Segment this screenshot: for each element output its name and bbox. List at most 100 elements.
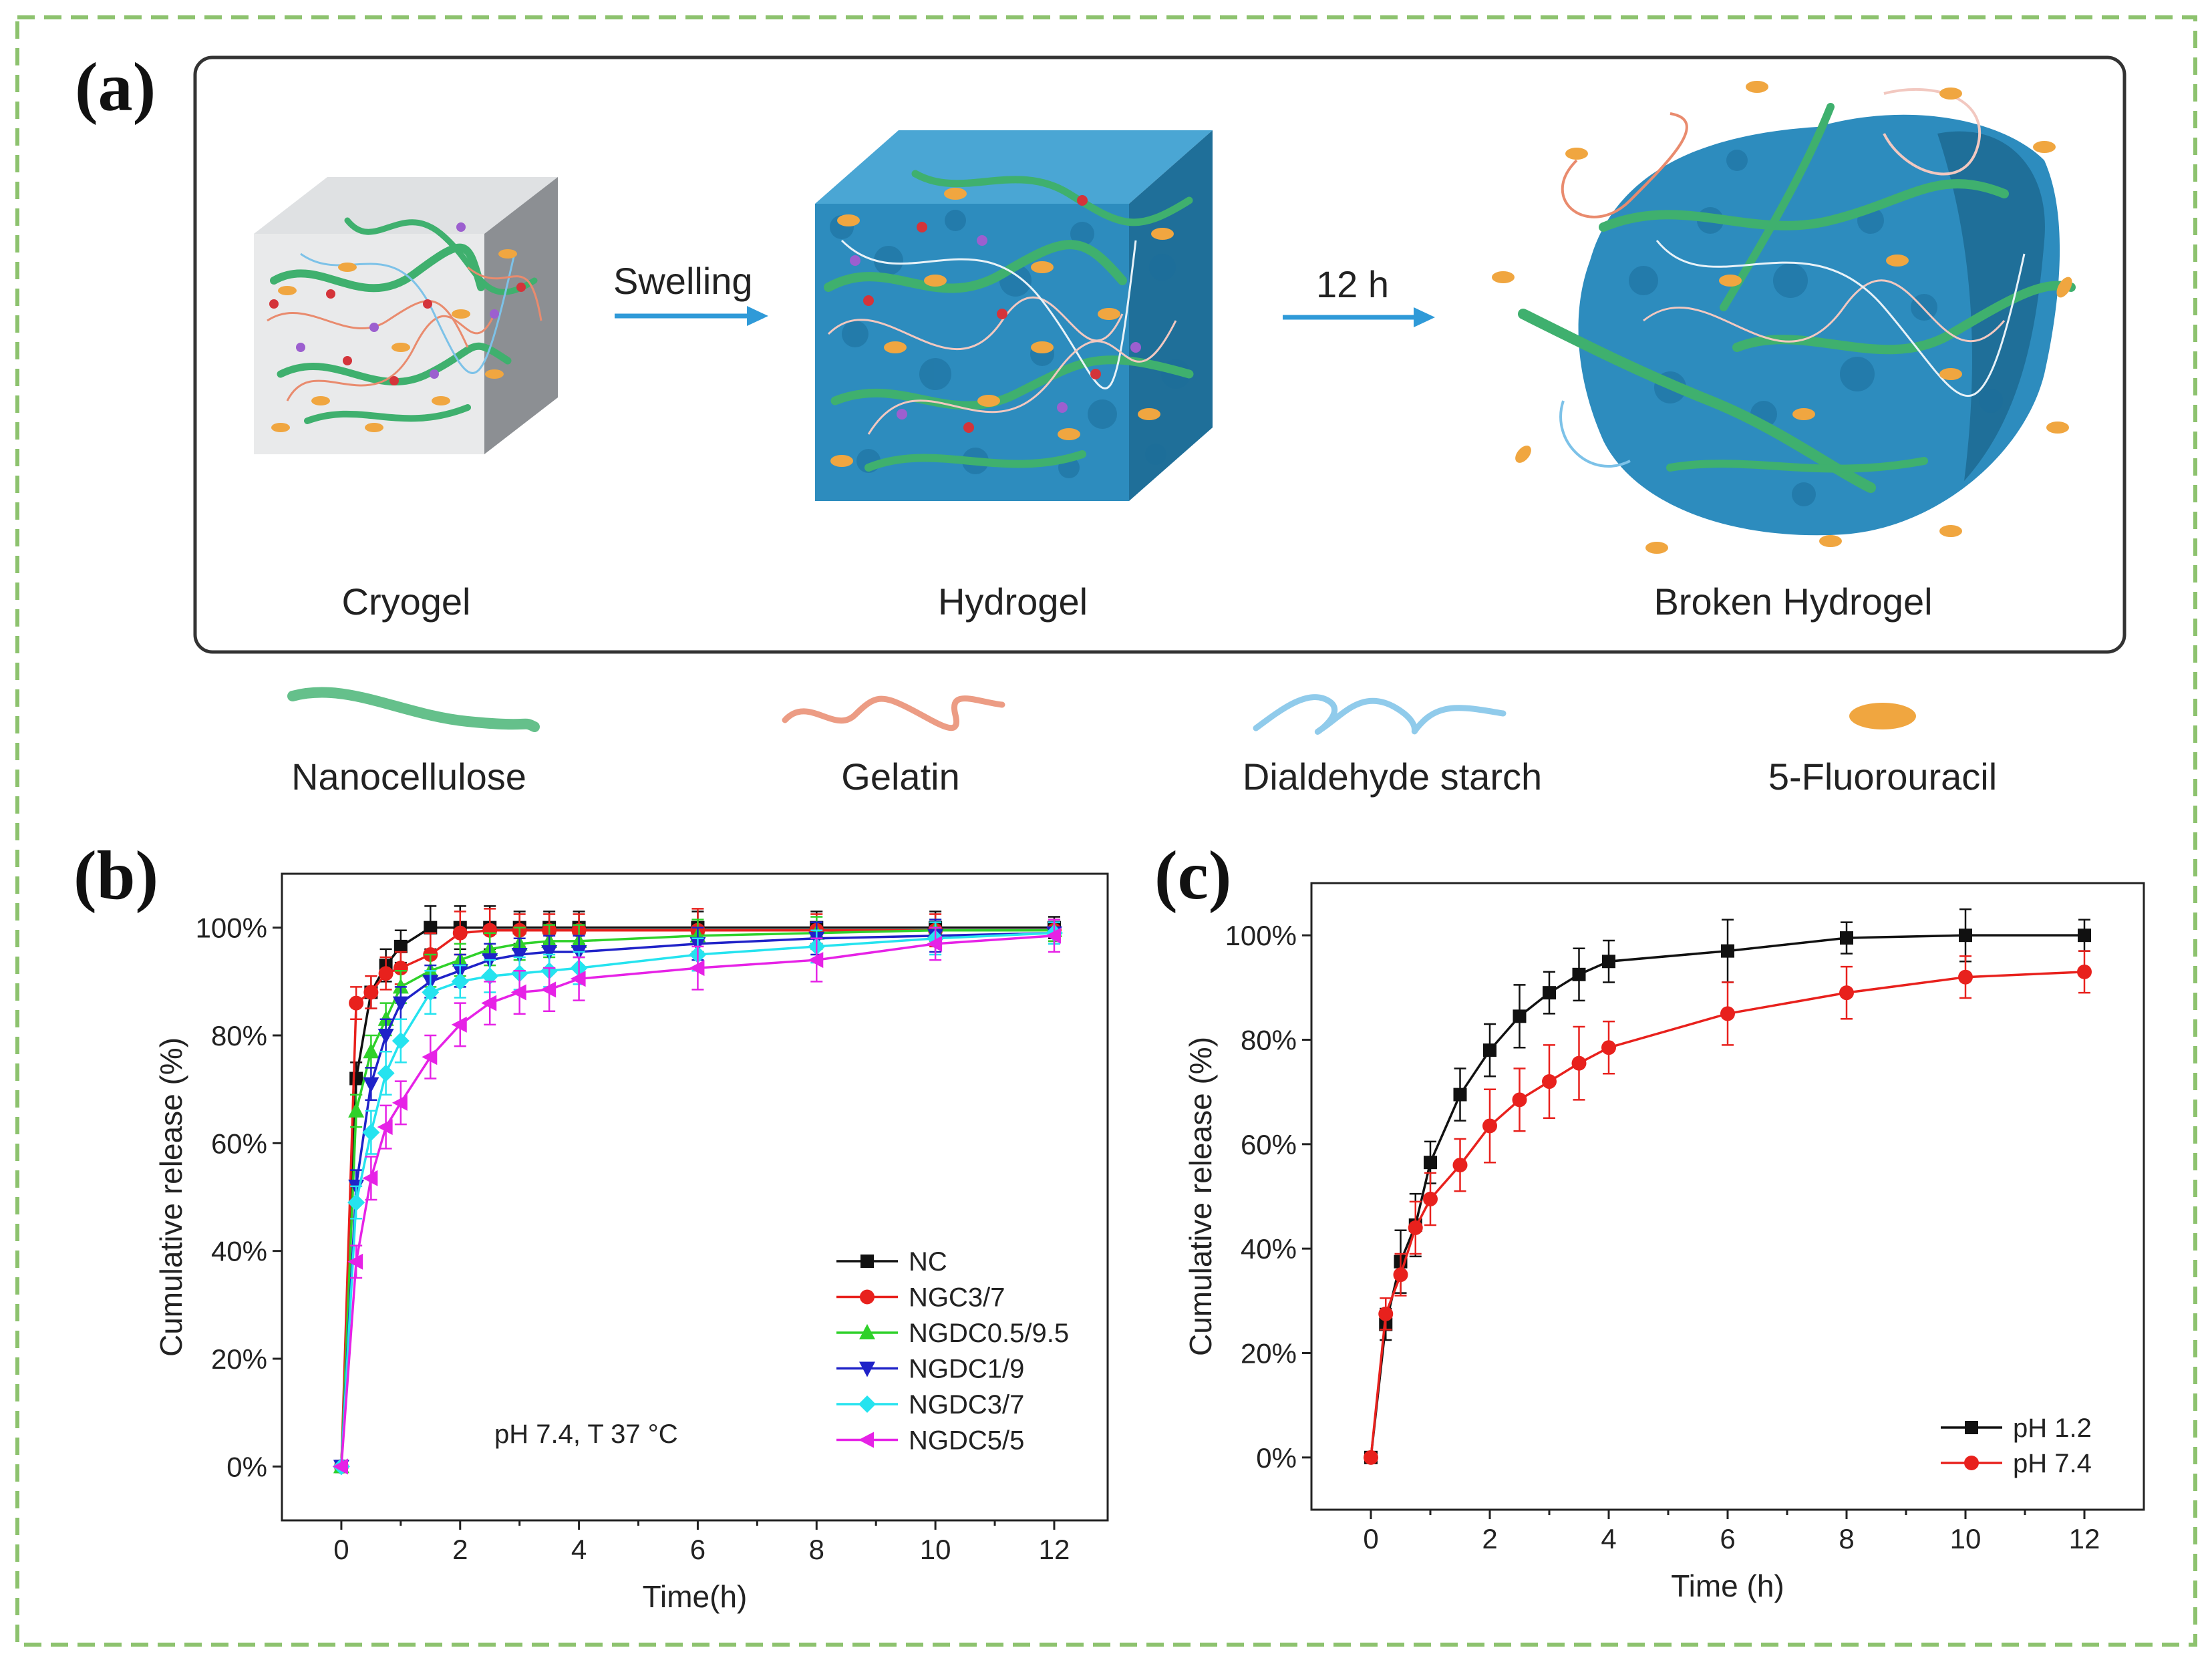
data-point [1378, 1306, 1394, 1321]
data-point [1601, 1040, 1616, 1055]
data-point [511, 948, 528, 963]
legend-label: NC [909, 1247, 947, 1277]
data-point [1364, 1450, 1378, 1465]
series-line [340, 931, 1055, 1467]
data-point [1721, 944, 1734, 958]
legend-item-ph-7-4: pH 7.4 [1941, 1449, 2092, 1478]
data-point [392, 978, 409, 994]
legend-item-nc: NC [836, 1247, 947, 1277]
legend-label: pH 7.4 [2013, 1449, 2092, 1478]
data-point [1572, 967, 1586, 981]
legend-marker [859, 1361, 875, 1377]
x-tick-label: 12 [2069, 1523, 2100, 1554]
legend: pH 1.2 pH 7.4 [1941, 1414, 2092, 1478]
data-point [1482, 1118, 1497, 1134]
data-point [363, 1077, 379, 1093]
legend-label: NGDC5/5 [909, 1426, 1024, 1456]
data-point [481, 967, 499, 985]
data-point [377, 1010, 394, 1026]
swelling-arrow: Swelling [613, 260, 768, 326]
legend-item-ngdc0-5-9-5: NGDC0.5/9.5 [836, 1319, 1069, 1348]
data-point [481, 995, 497, 1011]
data-point [1543, 986, 1556, 1000]
legend-item-ngdc3-7: NGDC3/7 [836, 1390, 1024, 1420]
data-point [541, 945, 558, 961]
data-point [1423, 1191, 1438, 1206]
legend-item-ph-1-2: pH 1.2 [1941, 1414, 2092, 1443]
data-point [332, 1458, 348, 1475]
series-line [340, 931, 1055, 1467]
series-ph-7-4 [1364, 950, 2092, 1465]
data-point [378, 966, 393, 981]
data-point [1452, 1158, 1468, 1173]
y-tick-label: 40% [1241, 1233, 1297, 1265]
chart-annotation: pH 7.4, T 37 °C [494, 1420, 678, 1449]
data-point [451, 1016, 467, 1033]
data-point [1393, 1267, 1408, 1283]
data-point [2077, 964, 2092, 979]
x-tick-label: 6 [690, 1534, 705, 1565]
y-tick-label: 20% [211, 1343, 267, 1375]
cryogel-illustration [254, 177, 558, 454]
data-point [377, 1029, 394, 1044]
data-point [482, 923, 498, 938]
legend-label: NGDC3/7 [909, 1390, 1024, 1420]
data-point [349, 1071, 363, 1086]
legend: NC NGC3/7 NGDC0.5/9.5 NGDC1/9 NGDC3/7 NGDC5/5 [836, 1247, 1069, 1456]
legend-marker [858, 1395, 876, 1413]
x-tick-label: 4 [1601, 1523, 1616, 1554]
data-point [393, 939, 408, 953]
chart-b: 0 2 4 6 8 10 12 0% 20% 40% 60% 80% 100% Time(h) Cumula… [154, 872, 1109, 1614]
stage-label-broken-hydrogel: Broken Hydrogel [1653, 580, 1932, 623]
x-tick-label: 8 [1839, 1523, 1854, 1554]
data-point [422, 983, 440, 1001]
data-point [927, 935, 943, 952]
y-tick-label: 100% [1225, 920, 1297, 951]
chart-c: 0 2 4 6 8 10 12 0% 20% 40% 60% 80% 100% Time (h) Cumul… [1183, 882, 2145, 1603]
broken-hydrogel-illustration [1492, 81, 2076, 554]
fluorouracil-glyph [1849, 703, 1916, 729]
panel-b-letter: (b) [73, 837, 158, 914]
data-point [362, 1170, 378, 1186]
legend-5-fluorouracil: 5-Fluorouracil [1768, 756, 1997, 798]
series-line [340, 926, 1054, 1467]
data-point [540, 981, 557, 998]
data-point [452, 925, 468, 941]
y-tick-label: 80% [211, 1020, 267, 1051]
data-point [1602, 955, 1615, 969]
data-point [689, 960, 705, 977]
legend-marker [1965, 1421, 1978, 1434]
legend-nanocellulose: Nanocellulose [291, 756, 526, 798]
legend-marker [859, 1324, 875, 1339]
y-axis-label: Cumulative release (%) [1183, 1037, 1218, 1356]
data-point [1839, 985, 1854, 1001]
legend-label: NGDC0.5/9.5 [909, 1319, 1069, 1348]
data-point [377, 1119, 393, 1136]
legend-label: NGC3/7 [909, 1283, 1005, 1313]
y-tick-label: 0% [1256, 1442, 1297, 1474]
legend-marker [860, 1289, 875, 1305]
panel-a-letter: (a) [75, 49, 156, 126]
hydrogel-illustration [815, 130, 1213, 501]
data-point [1453, 1088, 1467, 1102]
y-tick-label: 0% [226, 1451, 267, 1482]
data-point [1959, 929, 1972, 943]
data-point [1571, 1055, 1587, 1071]
legend-item-ngdc5-5: NGDC5/5 [836, 1426, 1024, 1456]
series-ngc3-7 [333, 908, 1062, 1474]
schematic-box [193, 55, 2126, 654]
data-point [1958, 969, 1973, 985]
series-line [340, 929, 1054, 1467]
panel-c-letter: (c) [1154, 837, 1231, 914]
y-tick-label: 60% [211, 1128, 267, 1159]
stage-label-hydrogel: Hydrogel [938, 580, 1088, 623]
dialdehyde-starch-glyph [1253, 694, 1507, 735]
data-point [1512, 1092, 1527, 1108]
data-point [1045, 927, 1061, 944]
nanocellulose-glyph [287, 687, 540, 732]
legend-marker [1964, 1456, 1979, 1470]
data-point [348, 1102, 365, 1118]
data-point [1483, 1043, 1496, 1057]
data-point [570, 971, 586, 987]
